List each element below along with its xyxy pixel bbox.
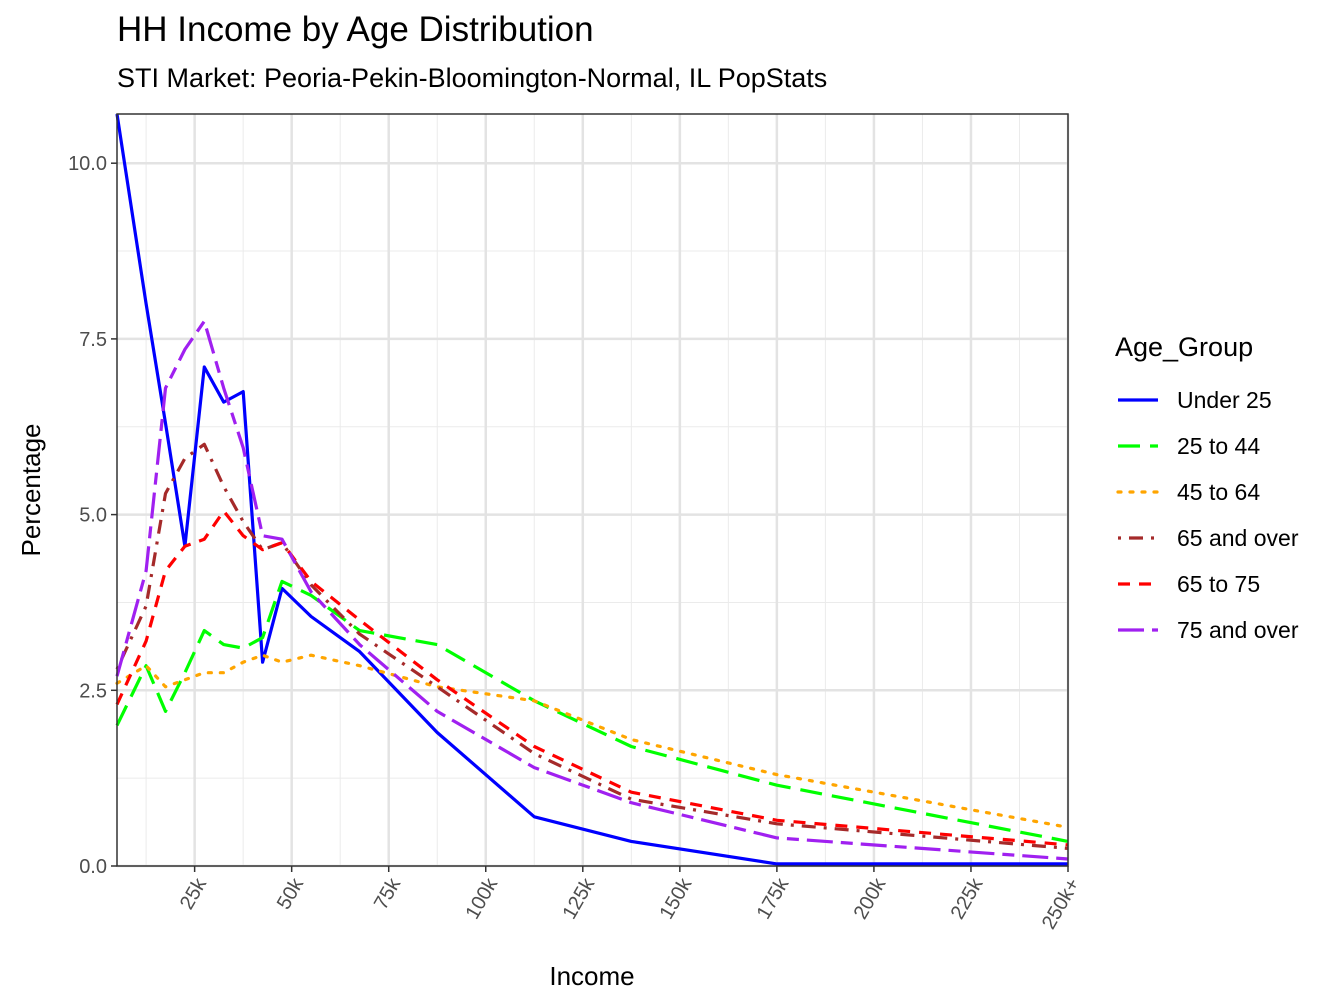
x-tick-label: 75k <box>370 874 406 914</box>
legend-label-under-25: Under 25 <box>1177 387 1272 413</box>
x-tick-label: 175k <box>753 874 794 923</box>
series-line-75-and-over <box>115 319 1069 861</box>
x-axis-label: Income <box>549 961 634 991</box>
x-tick-label: 250k+ <box>1038 875 1085 934</box>
legend-title: Age_Group <box>1115 332 1253 362</box>
y-tick-label: 0.0 <box>79 856 107 878</box>
grid-layer <box>117 114 1070 868</box>
series-line-25-to-44 <box>115 579 1069 843</box>
series-line-under-25 <box>115 113 1068 866</box>
y-axis-label: Percentage <box>16 424 46 557</box>
y-tick-label: 10.0 <box>68 153 107 175</box>
series-layer <box>115 113 1070 866</box>
x-tick-label: 125k <box>559 874 600 923</box>
legend-label-45-to-64: 45 to 64 <box>1177 479 1260 505</box>
x-tick-label: 100k <box>461 874 502 923</box>
legend-label-25-to-44: 25 to 44 <box>1177 433 1260 459</box>
chart-title: HH Income by Age Distribution <box>117 10 594 49</box>
legend-label-75-and-over: 75 and over <box>1177 617 1299 643</box>
legend-label-65-and-over: 65 and over <box>1177 525 1299 551</box>
legend-label-65-to-75: 65 to 75 <box>1177 571 1260 597</box>
series-line-65-to-75 <box>115 509 1069 847</box>
y-tick-label: 7.5 <box>79 329 107 351</box>
y-tick-label: 2.5 <box>79 680 107 702</box>
panel-border <box>116 113 1069 867</box>
x-tick-label: 150k <box>656 874 697 923</box>
x-tick-label: 200k <box>850 874 891 923</box>
legend: Age_Group Under 25 25 to 44 45 to 64 65 and… <box>1115 332 1299 643</box>
series-line-65-and-over <box>115 442 1069 850</box>
x-tick-label: 25k <box>176 874 212 914</box>
x-tick-label: 50k <box>273 874 309 914</box>
chart-subtitle: STI Market: Peoria-Pekin-Bloomington-Nor… <box>117 63 828 93</box>
x-tick-label: 225k <box>947 874 988 923</box>
series-line-45-to-64 <box>115 653 1070 829</box>
y-tick-label: 5.0 <box>79 505 107 527</box>
